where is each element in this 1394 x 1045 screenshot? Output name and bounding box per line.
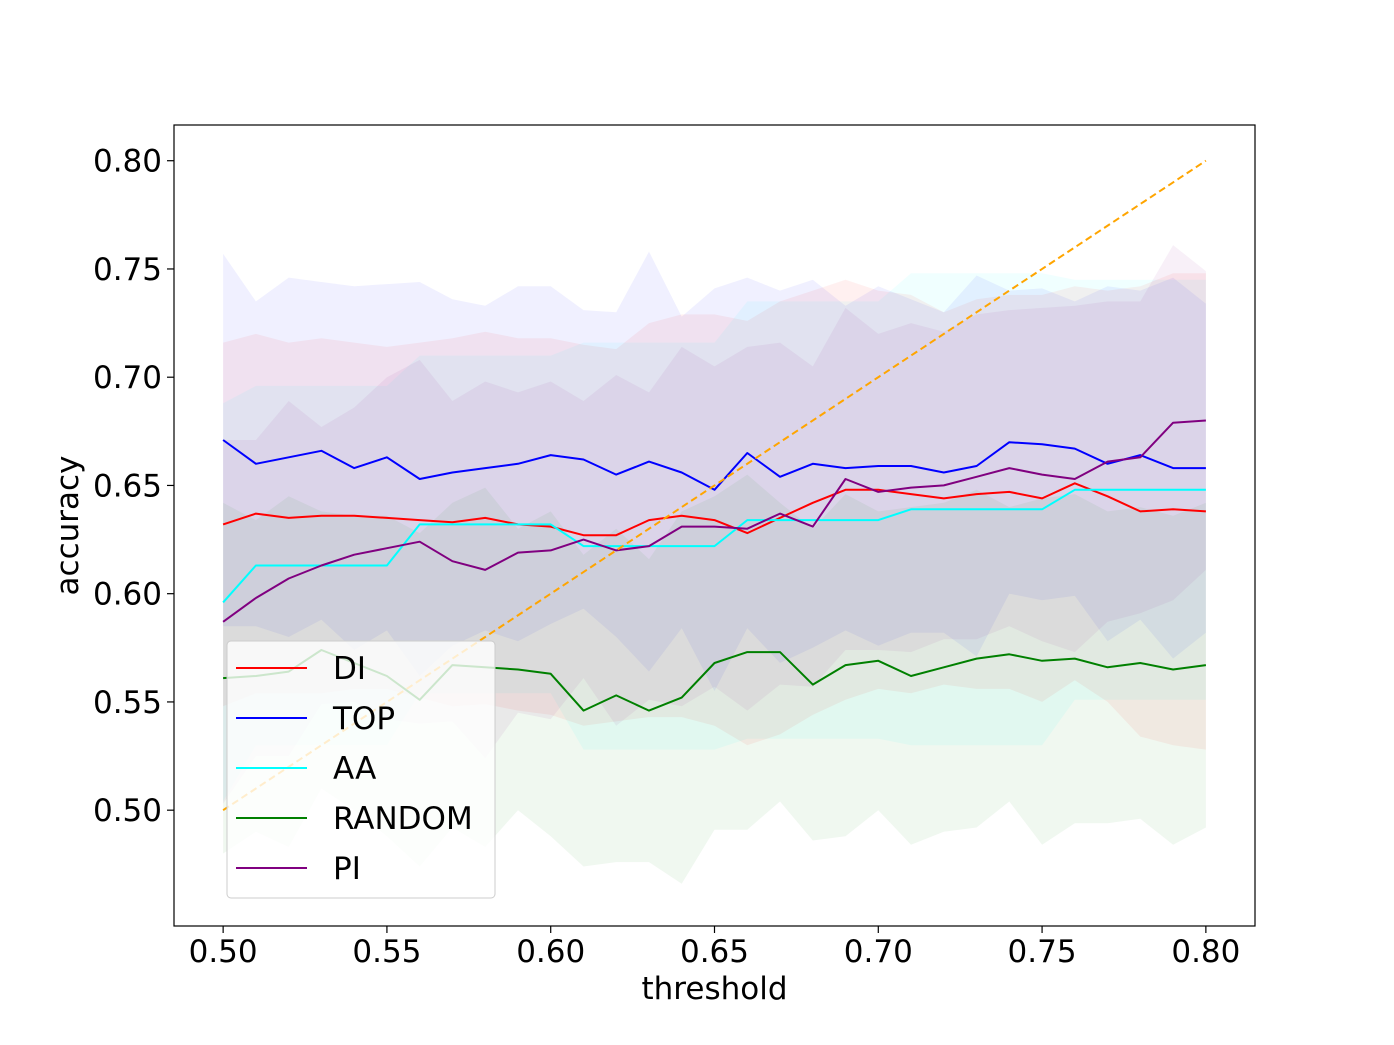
x-tick-label: 0.70 xyxy=(844,934,913,970)
y-tick-label: 0.65 xyxy=(93,468,162,504)
legend-box xyxy=(226,640,496,899)
legend-label-pi: PI xyxy=(333,851,361,887)
x-tick-label: 0.60 xyxy=(516,934,585,970)
x-tick-label: 0.55 xyxy=(352,934,421,970)
confidence-band-top xyxy=(223,251,1206,692)
y-tick-label: 0.75 xyxy=(93,252,162,288)
y-tick-label: 0.80 xyxy=(93,144,162,180)
y-tick-label: 0.50 xyxy=(93,793,162,829)
y-tick-label: 0.60 xyxy=(93,577,162,613)
x-tick-label: 0.65 xyxy=(680,934,749,970)
confidence-band-di xyxy=(223,273,1206,750)
legend-label-di: DI xyxy=(333,651,366,687)
x-tick-label: 0.50 xyxy=(189,934,258,970)
series-line-top xyxy=(222,439,1206,491)
y-tick-label: 0.70 xyxy=(93,360,162,396)
series-line-di xyxy=(222,482,1206,537)
legend-label-random: RANDOM xyxy=(333,801,473,837)
x-tick-label: 0.75 xyxy=(1008,934,1077,970)
x-tick-label: 0.80 xyxy=(1171,934,1240,970)
series-lines xyxy=(222,159,1207,812)
series-line-aa xyxy=(222,488,1206,604)
axes: 0.50 0.55 0.60 0.65 0.70 0.75 0.80 0.50 0.55 0.60… xyxy=(93,144,1240,970)
reference-line xyxy=(222,159,1207,812)
y-axis-label: accuracy xyxy=(50,456,86,596)
x-axis-label: threshold xyxy=(642,971,788,1007)
legend: DI TOP AA RANDOM PI xyxy=(226,640,496,899)
series-line-pi xyxy=(222,419,1206,623)
y-tick-label: 0.55 xyxy=(93,685,162,721)
legend-label-top: TOP xyxy=(332,701,395,737)
legend-label-aa: AA xyxy=(333,751,376,787)
